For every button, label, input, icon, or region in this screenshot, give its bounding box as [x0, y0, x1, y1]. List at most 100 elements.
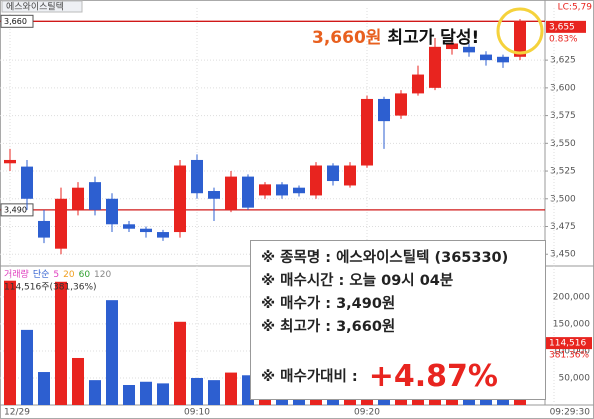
info-label: ※ 매수시간 :: [261, 273, 350, 289]
candle-body: [157, 232, 169, 238]
y-tick-label: 100,000: [553, 346, 590, 356]
info-label: ※ 종목명 :: [261, 250, 337, 266]
corner-label: LC:5,79: [558, 3, 593, 13]
x-tick-label: 09:10: [184, 408, 210, 418]
ma-period: 60: [79, 270, 91, 280]
candle-body: [276, 184, 288, 196]
candle-body: [140, 228, 152, 233]
info-row: ※ 매수가대비 : +4.87%: [261, 357, 545, 397]
change-label: 0.83%: [549, 34, 578, 44]
volume-bar: [157, 383, 169, 405]
candle-body: [293, 187, 305, 194]
volume-bar: [191, 377, 203, 405]
volume-bar: [174, 321, 186, 405]
candle-body: [514, 21, 526, 57]
volume-bar: [225, 372, 237, 405]
info-label: ※ 매수가대비 :: [261, 369, 363, 385]
annotation: 3,660원 최고가 달성!: [312, 27, 479, 48]
ma-period: 120: [94, 270, 111, 280]
candle-body: [429, 46, 441, 88]
stock-title: 에스와이스틸텍: [6, 1, 64, 13]
candle-body: [446, 43, 458, 50]
info-row: ※ 최고가 : 3,660원: [261, 316, 545, 339]
info-box: ※ 종목명 : 에스와이스틸텍 (365330) ※ 매수시간 : 오늘 09시 …: [250, 240, 546, 400]
y-tick-label: 200,000: [553, 292, 590, 302]
candle-body: [344, 165, 356, 186]
volume-last-pct: 381.36%: [549, 351, 589, 361]
y-tick-label: 3,550: [550, 139, 576, 149]
x-tick-label: 09:29:30: [550, 408, 591, 418]
y-tick-label: 3,625: [550, 56, 576, 66]
x-tick-label: 09:20: [354, 408, 380, 418]
candle-body: [208, 191, 220, 199]
volume-last-box: [546, 337, 592, 350]
candle-body: [38, 220, 50, 238]
info-value: +4.87%: [368, 359, 498, 394]
info-row: ※ 매수가 : 3,490원: [261, 293, 545, 316]
y-tick-label: 3,575: [550, 111, 576, 121]
info-row: ※ 매수시간 : 오늘 09시 04분: [261, 270, 545, 293]
candle-body: [174, 165, 186, 233]
candle-body: [191, 159, 203, 194]
candle-body: [259, 184, 271, 196]
candle-body: [89, 182, 101, 210]
candle-body: [310, 165, 322, 196]
candle-body: [497, 56, 509, 63]
volume-bar: [208, 380, 220, 405]
candle-body: [4, 159, 16, 164]
info-value: 3,660원: [336, 319, 396, 335]
annotation-highlight: 3,660원: [312, 28, 381, 48]
y-tick-label: 150,000: [553, 319, 590, 329]
volume-bar: [89, 380, 101, 405]
volume-bar: [140, 381, 152, 405]
volume-title: 거래량: [4, 268, 29, 280]
y-tick-label: 3,600: [550, 83, 576, 93]
reference-label: 3,490: [4, 205, 27, 214]
candle-body: [378, 98, 390, 122]
last-price-label: 3,655: [549, 22, 575, 32]
last-price-box: [546, 20, 586, 33]
ma-period: 5: [53, 270, 59, 280]
candle-body: [327, 165, 339, 182]
volume-bar: [55, 281, 67, 405]
y-tick-label: 50,000: [559, 373, 591, 383]
highlight-circle: [496, 7, 544, 55]
info-row: ※ 종목명 : 에스와이스틸텍 (365330): [261, 247, 545, 270]
info-label: ※ 최고가 :: [261, 319, 337, 335]
volume-bar: [4, 280, 16, 405]
candle-body: [123, 224, 135, 229]
volume-summary: 114,516주(381,36%): [4, 282, 97, 293]
y-tick-label: 3,525: [550, 167, 576, 177]
volume-legend: 거래량 단순 5 20 60 120: [4, 268, 111, 280]
info-label: ※ 매수가 :: [261, 296, 337, 312]
candle-body: [412, 74, 424, 94]
reference-label: 3,660: [4, 17, 27, 26]
candle-body: [72, 187, 84, 210]
info-value: 3,490원: [336, 296, 396, 312]
reference-label-box: [0, 14, 34, 28]
info-value: 오늘 09시 04분: [349, 273, 454, 289]
y-tick-label: 3,475: [550, 222, 576, 232]
volume-bar: [38, 372, 50, 405]
candle-body: [395, 93, 407, 116]
x-tick-label: 12/29: [4, 408, 30, 418]
y-tick-label: 3,450: [550, 250, 576, 260]
candle-body: [21, 166, 33, 199]
candle-body: [225, 176, 237, 210]
volume-bar: [72, 357, 84, 405]
y-tick-label: 3,500: [550, 194, 576, 204]
candle-body: [463, 46, 475, 53]
volume-bar: [123, 385, 135, 405]
reference-label-box: [0, 203, 34, 217]
candle-body: [106, 198, 118, 225]
candle-body: [480, 54, 492, 61]
info-value: 에스와이스틸텍 (365330): [336, 250, 509, 266]
volume-bar: [21, 329, 33, 405]
annotation-text: 최고가 달성!: [381, 27, 479, 48]
candle-body: [242, 176, 254, 208]
ma-label: 단순: [33, 269, 50, 280]
title-box: [1, 0, 83, 13]
candle-body: [55, 198, 67, 249]
candle-body: [361, 98, 373, 166]
